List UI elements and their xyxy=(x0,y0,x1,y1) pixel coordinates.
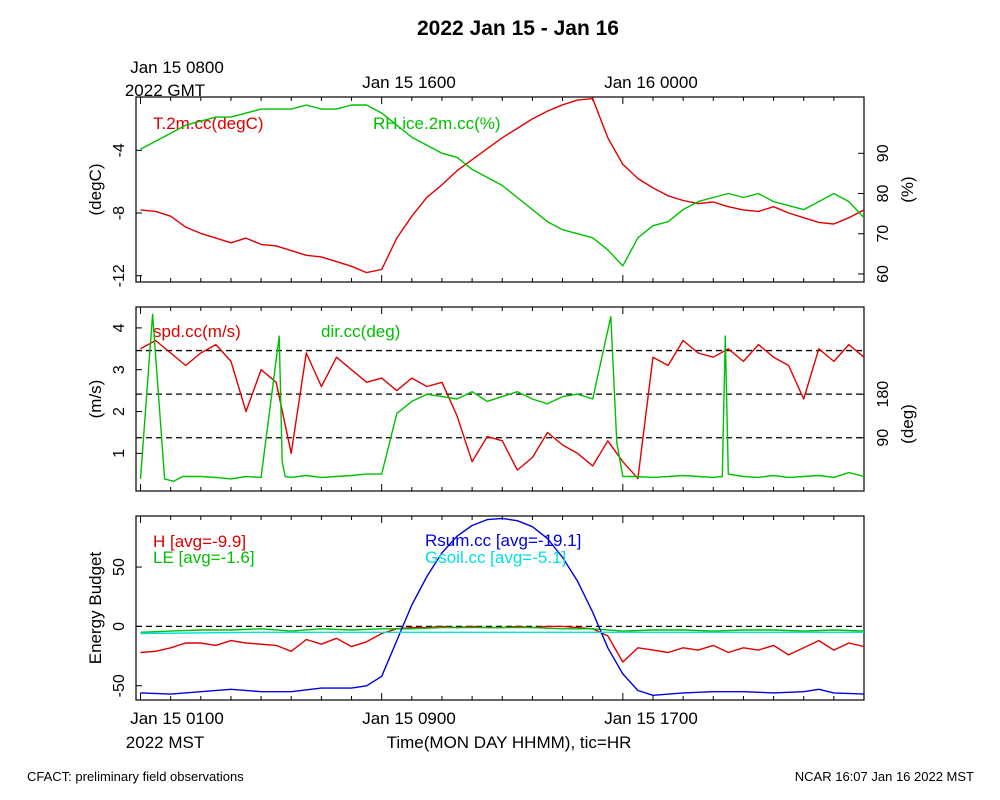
series-line-dir-cc-deg xyxy=(139,313,864,482)
y-axis-label-left: (m/s) xyxy=(86,380,105,419)
y-tick-label-left: 50 xyxy=(111,558,128,576)
series-line-gsoil-cc-avg-5-1 xyxy=(140,631,864,635)
top-axis-label-2: Jan 16 0000 xyxy=(604,73,698,92)
y-tick-label-right: 60 xyxy=(875,265,892,283)
plot-frame xyxy=(135,306,865,492)
series-line-t-2m-cc-degc xyxy=(140,97,864,274)
y-tick-label-left: -4 xyxy=(111,143,128,157)
bottom-axis-label-1: Jan 15 0900 xyxy=(362,709,456,728)
y-tick-label-left: 3 xyxy=(111,365,128,374)
bottom-axis-label-2: Jan 15 1700 xyxy=(604,709,698,728)
top-axis-zone-label: 2022 GMT xyxy=(125,81,205,100)
chart-title: 2022 Jan 15 - Jan 16 xyxy=(417,17,619,40)
y-tick-label-right: 80 xyxy=(875,185,892,203)
legend-dir-cc-deg: dir.cc(deg) xyxy=(321,322,400,341)
bottom-axis-labels: Jan 15 0100 Jan 15 0900 Jan 15 1700 2022… xyxy=(126,709,698,752)
y-tick-label-left: -50 xyxy=(111,674,128,697)
panel-temperature-humidity: -12 -8 -4 (degC) 60 70 80 90 (%) T.2m.cc(degC) RH.… xyxy=(86,96,917,287)
panel-wind: 1 2 3 4 (m/s) 90 180 (deg) spd.cc(m/s) dir.cc(deg… xyxy=(86,306,917,492)
legend-t-2m-cc-degc: T.2m.cc(degC) xyxy=(153,114,264,133)
series-line-rsum-cc-avg-19-1 xyxy=(140,517,864,696)
legend-rh-ice-2m-cc: RH.ice.2m.cc(%) xyxy=(373,114,501,133)
y-tick-label-left: -8 xyxy=(111,206,128,220)
legend-gsoil-cc-avg-5-1: Gsoil.cc [avg=-5.1] xyxy=(425,548,566,567)
y-tick-label-left: 2 xyxy=(111,407,128,416)
y-tick-label-left: 4 xyxy=(111,323,128,332)
legend-rsum-cc-avg-19-1: Rsum.cc [avg=-19.1] xyxy=(425,531,581,550)
legend-le-avg-1-6: LE [avg=-1.6] xyxy=(153,548,255,567)
y-axis-label-right: (%) xyxy=(898,176,917,202)
top-axis-label-1: Jan 15 1600 xyxy=(362,73,456,92)
series-line-spd-cc-m-s xyxy=(140,339,864,480)
y-axis-label-right: (deg) xyxy=(898,404,917,444)
y-tick-label-right: 90 xyxy=(875,144,892,162)
y-tick-label-left: -12 xyxy=(111,264,128,287)
top-axis-label-0: Jan 15 0800 xyxy=(130,58,224,77)
legend-spd-cc-m-s: spd.cc(m/s) xyxy=(153,322,241,341)
top-axis-labels: Jan 15 0800 Jan 15 1600 Jan 16 0000 2022… xyxy=(125,58,698,100)
y-axis-label-left: (degC) xyxy=(86,164,105,216)
x-axis-title: Time(MON DAY HHMM), tic=HR xyxy=(387,733,632,752)
y-tick-label-right: 90 xyxy=(875,429,892,447)
plot-frame xyxy=(135,96,865,283)
y-tick-label-left: 0 xyxy=(111,622,128,631)
bottom-axis-zone-label: 2022 MST xyxy=(126,733,204,752)
y-tick-label-left: 1 xyxy=(111,449,128,458)
panel-energy-budget: -50 0 50 Energy Budget H [avg=-9.9]LE [avg=-… xyxy=(86,515,865,701)
y-tick-label-right: 180 xyxy=(875,381,892,408)
bottom-axis-label-0: Jan 15 0100 xyxy=(130,709,224,728)
series-line-rh-ice-2m-cc xyxy=(140,104,864,267)
y-axis-label-left: Energy Budget xyxy=(86,551,105,664)
y-tick-label-right: 70 xyxy=(875,225,892,243)
plot-frame xyxy=(135,515,865,701)
series-line-le-avg-1-6 xyxy=(140,626,864,633)
footer-right: NCAR 16:07 Jan 16 2022 MST xyxy=(795,769,974,784)
footer-left: CFACT: preliminary field observations xyxy=(27,769,244,784)
legend-h-avg-9-9: H [avg=-9.9] xyxy=(153,532,246,551)
